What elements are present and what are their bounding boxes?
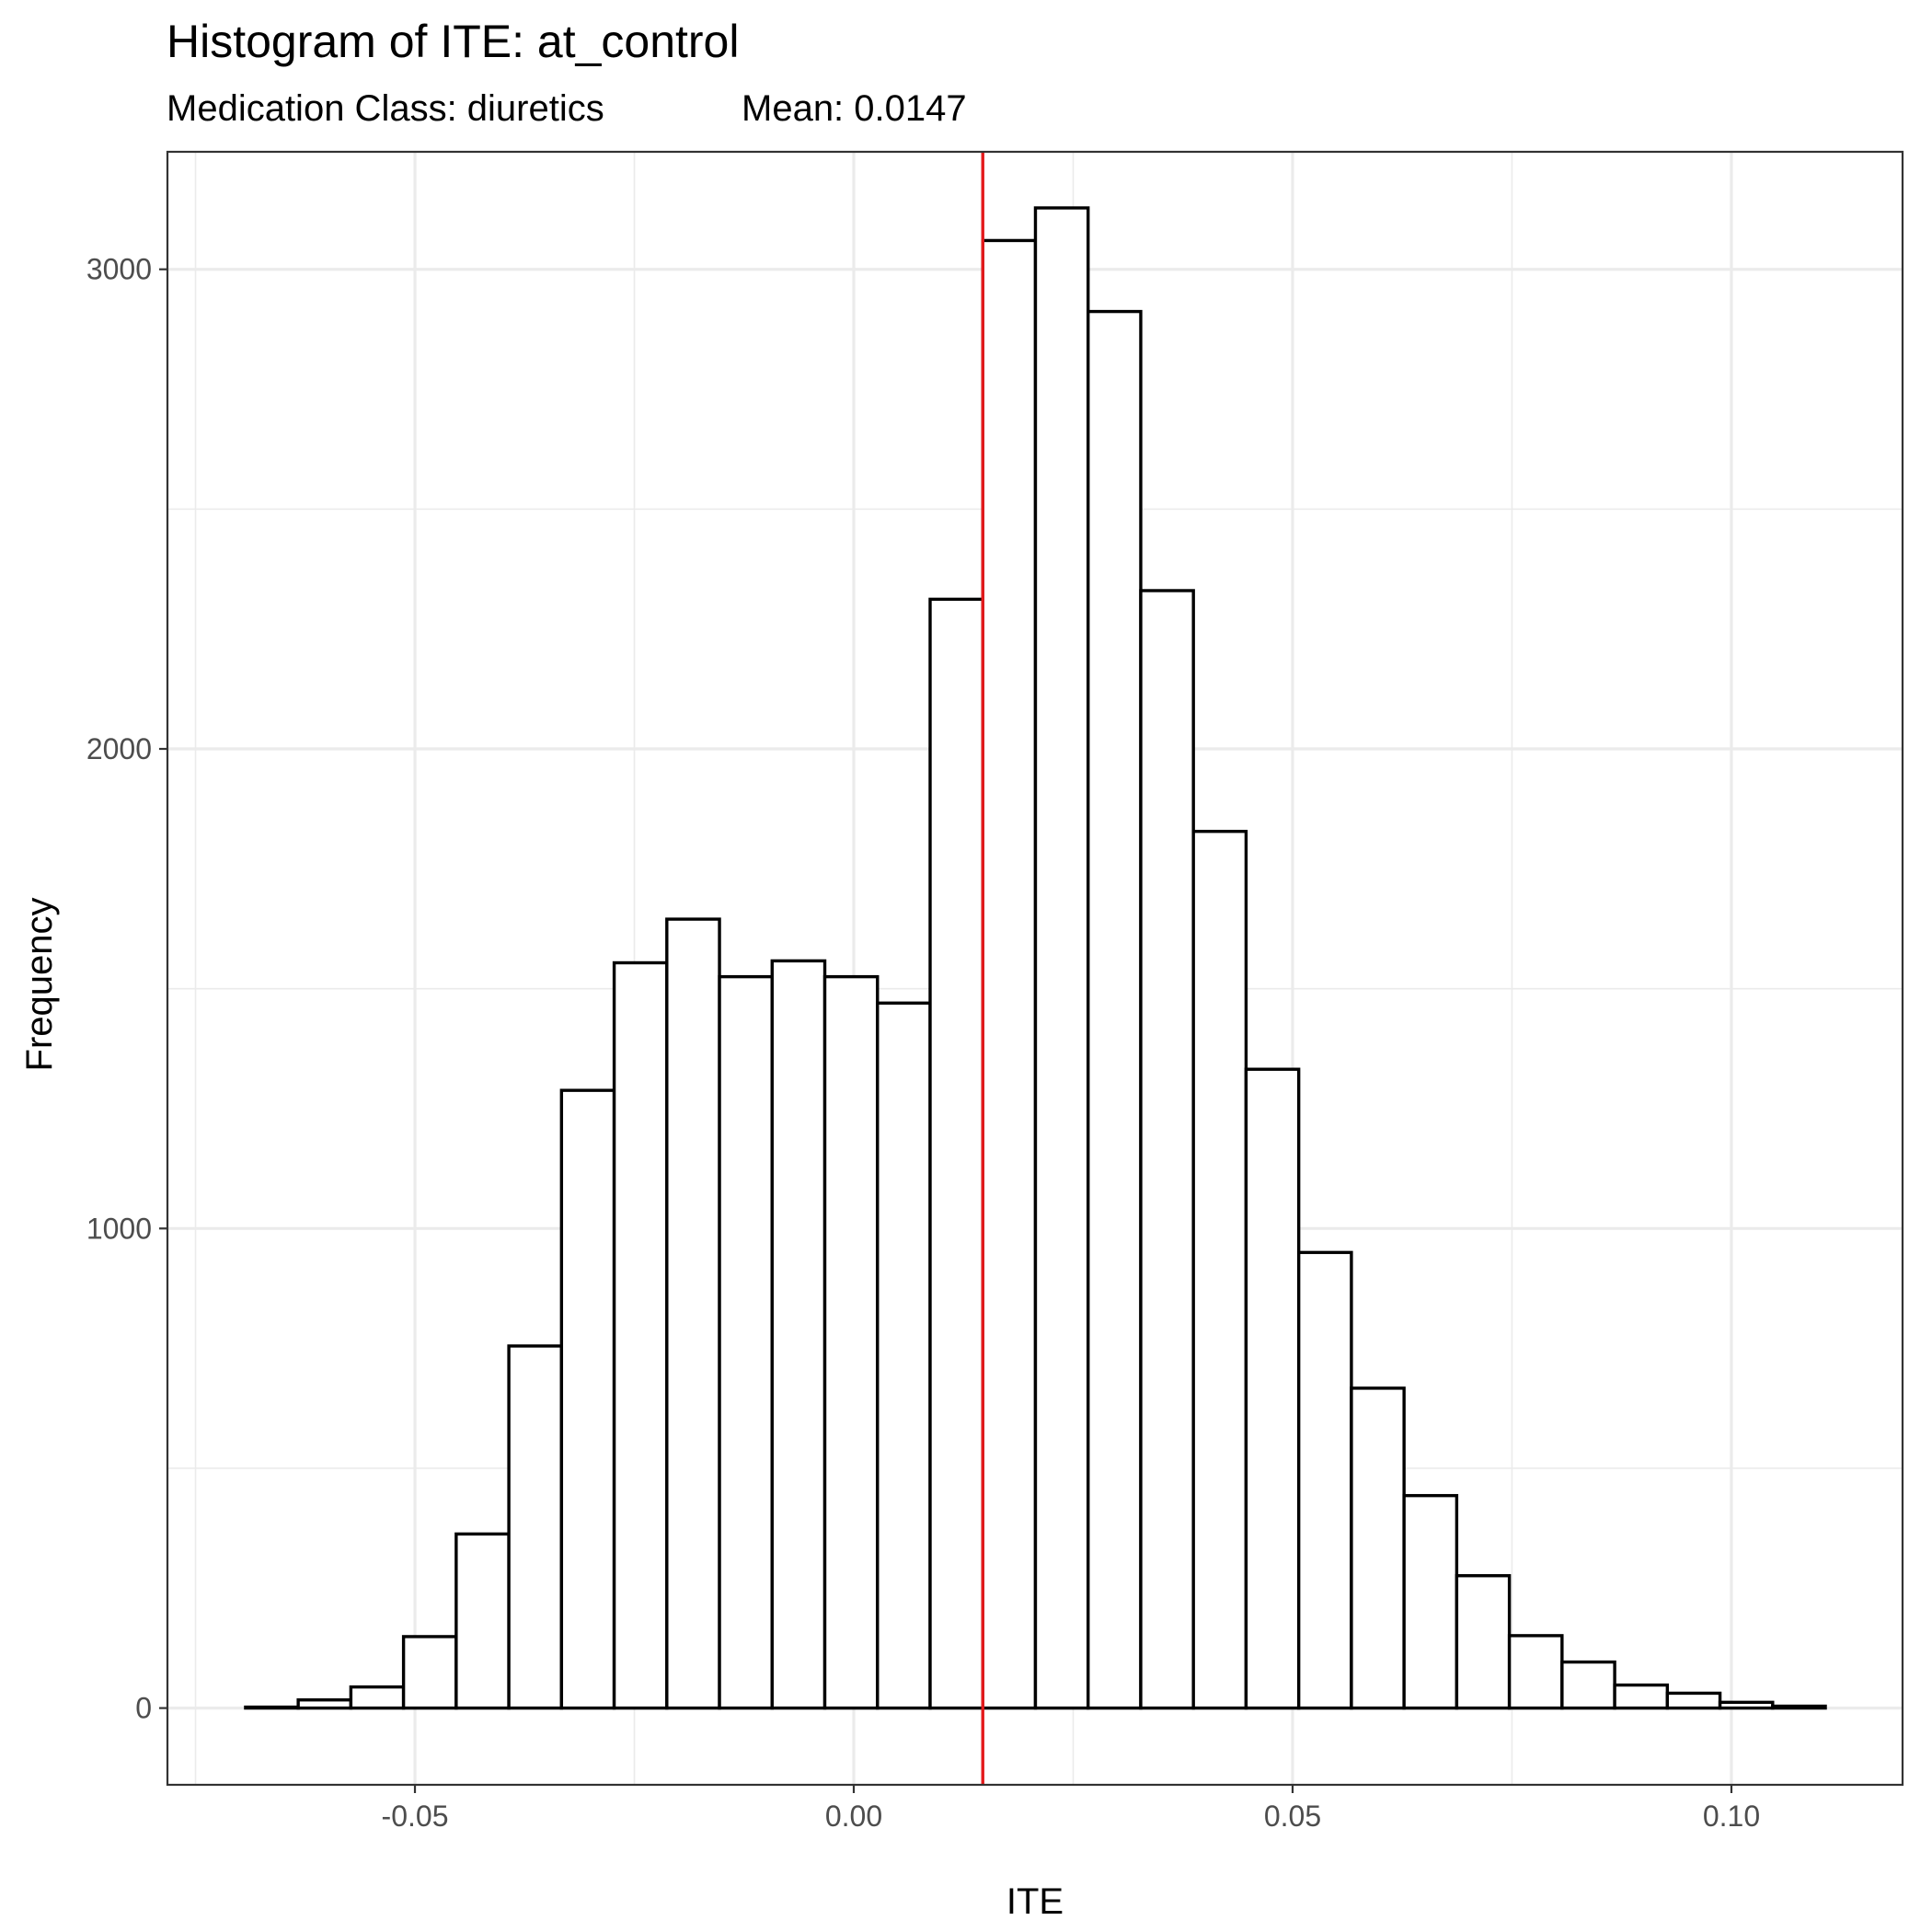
y-tick-label: 2000 (86, 732, 152, 765)
histogram-bar (401, 1635, 458, 1710)
histogram-bar (981, 238, 1038, 1710)
histogram-bar (1402, 1493, 1459, 1710)
y-tick-label: 0 (135, 1692, 152, 1725)
x-axis-title: ITE (1006, 1881, 1064, 1922)
histogram-bar (1087, 309, 1143, 1710)
histogram-bar (1613, 1683, 1670, 1710)
x-tick-label: 0.00 (825, 1800, 882, 1833)
panel-border (166, 150, 1904, 1787)
y-tick-label: 1000 (86, 1212, 152, 1245)
histogram-bar (1771, 1704, 1827, 1710)
histogram-bar (507, 1344, 564, 1710)
histogram-bar (296, 1698, 353, 1710)
y-axis-title: Frequency (19, 898, 60, 1072)
chart-subtitle-class: Medication Class: diuretics (167, 88, 604, 129)
y-axis: 0 1000 2000 3000 (86, 253, 167, 1725)
histogram-bar (1139, 589, 1195, 1710)
histogram-bar (928, 597, 984, 1710)
histogram-bar (1244, 1067, 1301, 1710)
histogram-bar (1296, 1250, 1353, 1710)
histogram-bar (770, 959, 827, 1710)
histogram-bar (1350, 1386, 1406, 1710)
x-tick-label: 0.10 (1703, 1800, 1760, 1833)
histogram-bars (244, 206, 1827, 1710)
histogram-bar (718, 974, 774, 1710)
histogram-bar (454, 1532, 511, 1710)
x-tick-label: 0.05 (1264, 1800, 1321, 1833)
histogram-bar (1191, 829, 1248, 1710)
x-tick-label: -0.05 (382, 1800, 449, 1833)
histogram-bar (665, 917, 721, 1710)
histogram-bar (876, 1001, 932, 1710)
chart-title: Histogram of ITE: at_control (167, 16, 739, 67)
histogram-bar (822, 974, 880, 1710)
histogram-bar (612, 960, 669, 1710)
histogram-bar (1560, 1660, 1616, 1710)
histogram-bar (1455, 1574, 1512, 1710)
histogram-bar (559, 1088, 616, 1710)
chart-subtitle-mean: Mean: 0.0147 (742, 88, 967, 129)
histogram-bar (1507, 1634, 1564, 1710)
y-tick-label: 3000 (86, 253, 152, 286)
histogram-bar (1033, 206, 1090, 1710)
histogram-bar (1718, 1700, 1775, 1710)
x-axis: -0.05 0.00 0.05 0.10 (382, 1785, 1760, 1833)
histogram-bar (349, 1685, 406, 1710)
histogram-bar (1665, 1691, 1722, 1710)
